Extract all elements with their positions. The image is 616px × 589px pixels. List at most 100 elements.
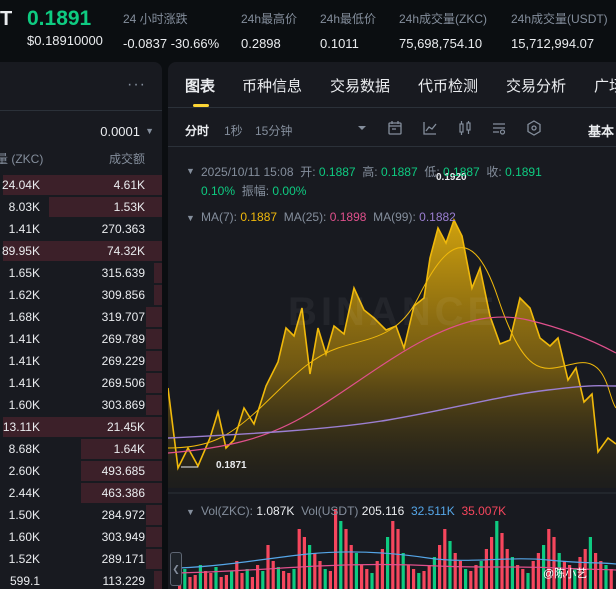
- tab-square[interactable]: 广场: [594, 78, 616, 95]
- order-total: 4.61K: [113, 178, 145, 192]
- order-amount: 1.41K: [8, 222, 40, 236]
- chevron-down-icon[interactable]: ▼: [186, 213, 195, 223]
- candle-type-icon[interactable]: [456, 119, 474, 137]
- volume-bar: [443, 529, 447, 589]
- time-range-icon[interactable]: [386, 119, 404, 137]
- volume-bar: [360, 565, 364, 589]
- volume-bar: [432, 557, 436, 589]
- tab-chart[interactable]: 图表: [185, 78, 216, 95]
- order-total: 303.949: [101, 530, 145, 544]
- volume-bar: [209, 573, 213, 589]
- order-book-row[interactable]: 13.11K 21.45K: [0, 416, 162, 438]
- volume-bar: [271, 561, 275, 589]
- order-book-row[interactable]: 8.03K 1.53K: [0, 196, 162, 218]
- chevron-down-icon[interactable]: ▼: [145, 126, 154, 136]
- column-header-amount: 量 (ZKC): [0, 152, 44, 166]
- volume-legend: Vol(ZKC): 1.087K Vol(USDT) 205.116 32.51…: [201, 504, 507, 518]
- order-book-row[interactable]: 2.44K 463.386: [0, 482, 162, 504]
- volume-bar: [365, 569, 369, 589]
- volume-bar: [193, 575, 197, 589]
- volume-bar: [302, 537, 306, 589]
- interval-timeshare[interactable]: 分时: [185, 124, 210, 138]
- volume-bar: [557, 553, 561, 589]
- volume-bar: [458, 561, 462, 589]
- volume-bar: [562, 561, 566, 589]
- order-book-row[interactable]: 89.95K 74.32K: [0, 240, 162, 262]
- volume-bar: [391, 521, 395, 589]
- order-amount: 8.68K: [8, 442, 40, 456]
- volume-bar: [276, 567, 280, 589]
- order-book-row[interactable]: 1.41K 269.229: [0, 350, 162, 372]
- interval-1s[interactable]: 1秒: [224, 124, 243, 138]
- volume-bar: [386, 537, 390, 589]
- order-book-row[interactable]: 1.41K 269.789: [0, 328, 162, 350]
- tab-trade-analysis[interactable]: 交易分析: [506, 78, 567, 95]
- price-area: [168, 220, 616, 488]
- volume-bar: [510, 557, 514, 589]
- chart-scroll-handle[interactable]: ❮: [170, 552, 182, 586]
- settings-icon[interactable]: [490, 119, 508, 137]
- more-dots-icon[interactable]: ···: [127, 76, 146, 93]
- chevron-down-icon[interactable]: [353, 119, 371, 137]
- order-amount: 1.65K: [8, 266, 40, 280]
- chevron-down-icon[interactable]: ▼: [186, 166, 195, 176]
- order-book-row[interactable]: 1.50K 284.972: [0, 504, 162, 526]
- order-book-row[interactable]: 8.68K 1.64K: [0, 438, 162, 460]
- order-book-row[interactable]: 1.68K 319.707: [0, 306, 162, 328]
- volume-bar: [401, 553, 405, 589]
- tab-trade-data[interactable]: 交易数据: [330, 78, 391, 95]
- order-amount: 8.03K: [8, 200, 40, 214]
- stat-24h-volume-zkc: 24h成交量(ZKC) 75,698,754.10: [399, 12, 488, 51]
- volume-bar: [568, 565, 572, 589]
- chart-view-basic[interactable]: 基本: [588, 124, 615, 139]
- volume-bar: [547, 529, 551, 589]
- volume-bar: [521, 569, 525, 589]
- volume-bar: [474, 565, 478, 589]
- price-line: [168, 217, 616, 471]
- order-total: 319.707: [101, 310, 145, 324]
- interval-15m[interactable]: 15分钟: [255, 124, 293, 138]
- stat-24h-low: 24h最低价 0.1011: [320, 12, 377, 51]
- order-total: 493.685: [101, 464, 145, 478]
- order-total: 113.229: [102, 574, 146, 588]
- order-total: 1.53K: [113, 200, 145, 214]
- precision-select[interactable]: 0.0001: [100, 124, 140, 139]
- volume-bar: [230, 571, 234, 589]
- volume-bar: [422, 571, 426, 589]
- depth-icon[interactable]: [525, 119, 543, 137]
- order-book-row[interactable]: 599.1 113.229: [0, 570, 162, 589]
- volume-bar: [323, 569, 327, 589]
- tab-coin-info[interactable]: 币种信息: [242, 78, 303, 95]
- chevron-down-icon[interactable]: ▼: [186, 507, 195, 517]
- watermark: BINANCE: [288, 290, 499, 334]
- tab-token-check[interactable]: 代币检测: [418, 78, 479, 95]
- order-book-row[interactable]: 1.60K 303.869: [0, 394, 162, 416]
- stat-24h-high: 24h最高价 0.2898: [241, 12, 298, 51]
- volume-bar: [469, 571, 473, 589]
- depth-bar: [146, 549, 162, 569]
- volume-bar: [380, 549, 384, 589]
- volume-bar: [417, 573, 421, 589]
- order-book-row[interactable]: 1.65K 315.639: [0, 262, 162, 284]
- symbol-name[interactable]: T: [0, 8, 13, 30]
- order-book-row[interactable]: 1.62K 309.856: [0, 284, 162, 306]
- order-book-row[interactable]: 2.60K 493.685: [0, 460, 162, 482]
- volume-bar: [495, 521, 499, 589]
- volume-bar: [261, 571, 265, 589]
- volume-bar: [412, 569, 416, 589]
- order-book-rows: 24.04K 4.61K 8.03K 1.53K 1.41K 270.363 89.95K 7…: [0, 174, 162, 589]
- order-book-row[interactable]: 1.41K 270.363: [0, 218, 162, 240]
- order-amount: 1.60K: [8, 398, 40, 412]
- depth-bar: [3, 241, 162, 261]
- indicator-icon[interactable]: [421, 119, 439, 137]
- order-book-row[interactable]: 1.60K 303.949: [0, 526, 162, 548]
- depth-bar: [3, 175, 162, 195]
- volume-bar: [448, 541, 452, 589]
- author-credit: @陈小艺: [543, 568, 588, 580]
- volume-bar: [297, 529, 301, 589]
- order-book-row[interactable]: 1.52K 289.171: [0, 548, 162, 570]
- order-total: 269.789: [101, 332, 145, 346]
- order-amount: 1.41K: [8, 354, 40, 368]
- order-book-row[interactable]: 1.41K 269.506: [0, 372, 162, 394]
- order-book-row[interactable]: 24.04K 4.61K: [0, 174, 162, 196]
